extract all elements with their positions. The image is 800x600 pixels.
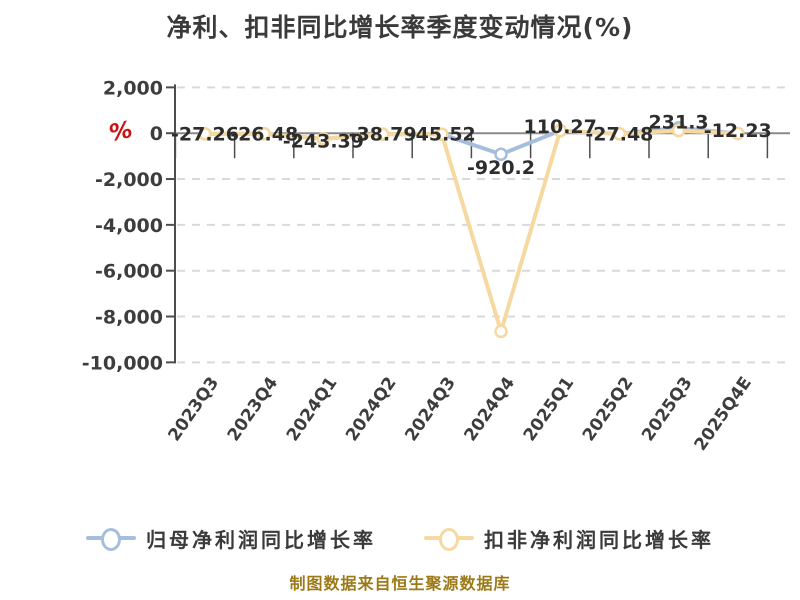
y-tick-label: -4,000 [95,215,163,237]
data-source-note: 制图数据来自恒生聚源数据库 [289,574,511,593]
y-tick-label: 0 [150,123,163,145]
legend-marker-blue-icon [86,527,136,551]
data-point-label: -27.26 [171,123,239,145]
x-tick-label: 2025Q2 [579,373,638,445]
data-point-label: -45.52 [408,124,476,146]
axis-percent-symbol: % [107,117,135,147]
legend-circle-yellow-icon [439,528,459,551]
legend-item-net-profit-growth[interactable]: 归母净利润同比增长率 [86,524,376,553]
legend-label-deducted-profit-growth: 扣非净利润同比增长率 [484,527,714,552]
x-tick-label: 2024Q2 [342,373,401,445]
series-line-1 [203,128,740,334]
data-point-label: 231.3 [649,111,709,133]
data-point-marker [375,127,390,141]
x-tick-label: 2024Q4 [460,373,519,445]
data-point-marker [435,127,449,141]
plot-area: 2,000 0 -2,000 -4,000 -6,000 -8,000 -10,000% -2… [82,77,790,455]
x-tick-label: 2025Q4E [691,373,756,454]
x-tick-label: 2023Q4 [224,373,283,445]
data-point-marker [612,127,627,141]
data-point-marker [198,127,212,141]
y-tick-label: -6,000 [95,261,163,283]
y-tick-label: -2,000 [95,169,163,191]
data-point-marker [671,123,686,138]
legend-label-net-profit-growth: 归母净利润同比增长率 [146,527,376,552]
data-point-label: -26.48 [230,123,298,145]
data-point-marker [316,132,331,146]
y-tick-label: 2,000 [103,77,163,99]
data-point-label: -38.79 [349,124,417,146]
legend-item-deducted-profit-growth[interactable]: 扣非净利润同比增长率 [424,524,714,553]
data-point-marker [553,123,567,138]
data-point-label: -243.39 [283,130,364,152]
x-tick-label: 2024Q1 [283,373,342,445]
x-tick-label: 2025Q1 [520,373,579,445]
chart-title: 净利、扣非同比增长率季度变动情况(%) [166,13,634,42]
legend-circle-blue-icon [101,528,121,551]
legend: 归母净利润同比增长率 扣非净利润同比增长率 [0,520,800,556]
x-tick-label: 2024Q3 [401,373,460,445]
y-tick-label: -8,000 [95,307,163,329]
x-tick-label: 2025Q3 [638,373,697,445]
data-point-label: -12.23 [704,120,772,142]
legend-marker-yellow-icon [424,527,474,551]
data-point-marker [257,127,271,141]
x-tick-label: 2023Q3 [164,373,223,445]
data-point-marker [731,126,745,141]
data-point-label: -920.2 [467,157,535,179]
data-point-label: -27.48 [585,123,653,145]
y-tick-label: -10,000 [82,352,163,374]
data-point-marker [494,147,508,162]
data-point-marker [494,324,508,339]
data-point-label: 110.27 [524,116,597,138]
